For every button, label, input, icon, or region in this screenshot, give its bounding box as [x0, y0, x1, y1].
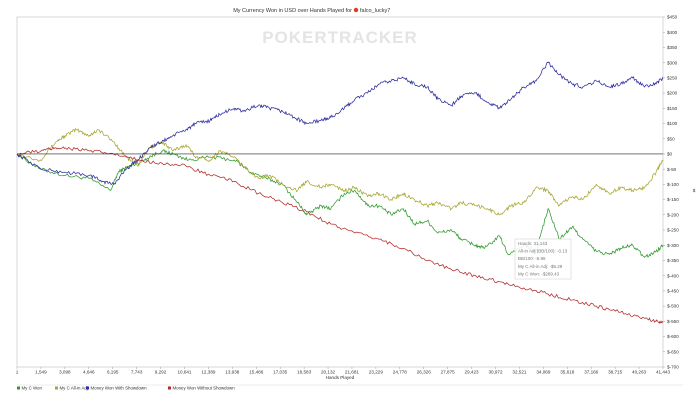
x-tick-label: 9,292: [155, 370, 167, 375]
x-tick-label: 27,875: [441, 370, 455, 375]
x-tick-label: 38,715: [608, 370, 622, 375]
legend-label: My C All-in Adj: [60, 386, 88, 391]
tooltip-line: My C Won: -$289.43: [518, 271, 560, 276]
series-line-2: [16, 127, 664, 216]
legend-label: My C Won: [22, 386, 43, 391]
x-tick-label: 37,166: [584, 370, 598, 375]
x-tick-label: 3,098: [59, 370, 71, 375]
x-tick-label: 29,423: [465, 370, 479, 375]
x-axis-label: Hands Played: [326, 375, 355, 380]
x-tick-label: 41,443: [656, 370, 670, 375]
watermark: POKERTRACKER: [262, 28, 418, 47]
y-tick-label: $-200: [667, 212, 679, 217]
x-tick-label: 7,743: [131, 370, 143, 375]
tooltip-line: Hands: 31,143: [518, 241, 548, 246]
y-tick-label: $-250: [667, 228, 679, 233]
y-tick-label: $-500: [667, 304, 679, 309]
y-tick-label: $-100: [667, 182, 679, 187]
series-line-1: [16, 149, 664, 259]
x-tick-label: 18,583: [297, 370, 311, 375]
x-tick-label: 21,681: [345, 370, 359, 375]
x-tick-label: 12,389: [201, 370, 215, 375]
y-tick-label: $0: [667, 152, 673, 157]
x-tick-label: 1: [16, 370, 19, 375]
x-tick-label: 30,972: [488, 370, 502, 375]
chart-title-group: My Currency Won in USD over Hands Played…: [233, 7, 390, 14]
y-tick-label: $50: [667, 136, 675, 141]
x-tick-label: 1,549: [35, 370, 47, 375]
y-tick-label: $-50: [667, 167, 677, 172]
legend-label: Money Won Without Showdown: [173, 386, 236, 391]
player-flame-icon: [353, 7, 359, 13]
series-line-3: [16, 61, 664, 186]
x-tick-label: 26,326: [417, 370, 431, 375]
x-tick-label: 35,618: [560, 370, 574, 375]
tooltip-line: My C All-in Adj: -$5.29: [518, 264, 563, 269]
x-tick-label: 32,521: [512, 370, 526, 375]
legend-swatch: [17, 386, 20, 390]
x-tick-label: 17,035: [273, 370, 287, 375]
legend-swatch: [168, 386, 171, 390]
x-tick-label: 24,778: [393, 370, 407, 375]
y-tick-label: $400: [667, 30, 678, 35]
x-axis: 1 1,549 3,098 4,646 6,195 7,743 9,292 10,841 12,…: [16, 367, 670, 375]
x-tick-label: 23,229: [369, 370, 383, 375]
legend-swatch: [86, 386, 89, 390]
hover-tooltip: Hands: 31,143 All-in Adj (BB/100): -0.13 B…: [514, 238, 572, 280]
y-tick-label: $200: [667, 91, 678, 96]
legend-label: Money Won With Showdown: [91, 386, 148, 391]
series-line-4: [16, 146, 664, 324]
tooltip-line: BB/100: -6.96: [518, 256, 546, 261]
y-tick-label: $300: [667, 60, 678, 65]
player-name: falco_lucky7: [360, 8, 390, 14]
y-tick-label: $100: [667, 121, 678, 126]
y-axis-label: $: [693, 188, 696, 193]
y-tick-label: $-400: [667, 273, 679, 278]
x-tick-label: 20,132: [321, 370, 335, 375]
x-tick-label: 40,263: [632, 370, 646, 375]
legend-swatch: [55, 386, 58, 390]
y-tick-label: $150: [667, 106, 678, 111]
x-tick-label: 15,486: [249, 370, 263, 375]
x-tick-label: 34,069: [536, 370, 550, 375]
y-tick-label: $350: [667, 45, 678, 50]
y-tick-label: $-700: [667, 365, 679, 370]
chart-title: My Currency Won in USD over Hands Played…: [233, 8, 352, 14]
x-tick-label: 4,646: [83, 370, 95, 375]
y-tick-label: $-550: [667, 319, 679, 324]
x-tick-label: 6,195: [107, 370, 119, 375]
y-tick-label: $-350: [667, 258, 679, 263]
y-tick-label: $-150: [667, 197, 679, 202]
y-tick-label: $-650: [667, 349, 679, 354]
y-tick-label: $-300: [667, 243, 679, 248]
series-layer: [16, 61, 664, 324]
y-tick-label: $250: [667, 75, 678, 80]
plot-frame: [16, 16, 664, 368]
tooltip-line: All-in Adj (BB/100): -0.13: [518, 249, 568, 254]
x-tick-label: 13,938: [225, 370, 239, 375]
y-tick-label: $-450: [667, 289, 679, 294]
y-tick-label: $450: [667, 15, 678, 20]
y-tick-label: $-600: [667, 334, 679, 339]
legend: My C Won My C All-in Adj Money Won With Sh…: [17, 386, 235, 391]
tooltip-box: [514, 238, 572, 280]
x-tick-label: 10,841: [177, 370, 191, 375]
y-axis: $450 $400 $350 $300 $250 $200 $150 $100 $50 $0 $-5…: [663, 15, 679, 370]
